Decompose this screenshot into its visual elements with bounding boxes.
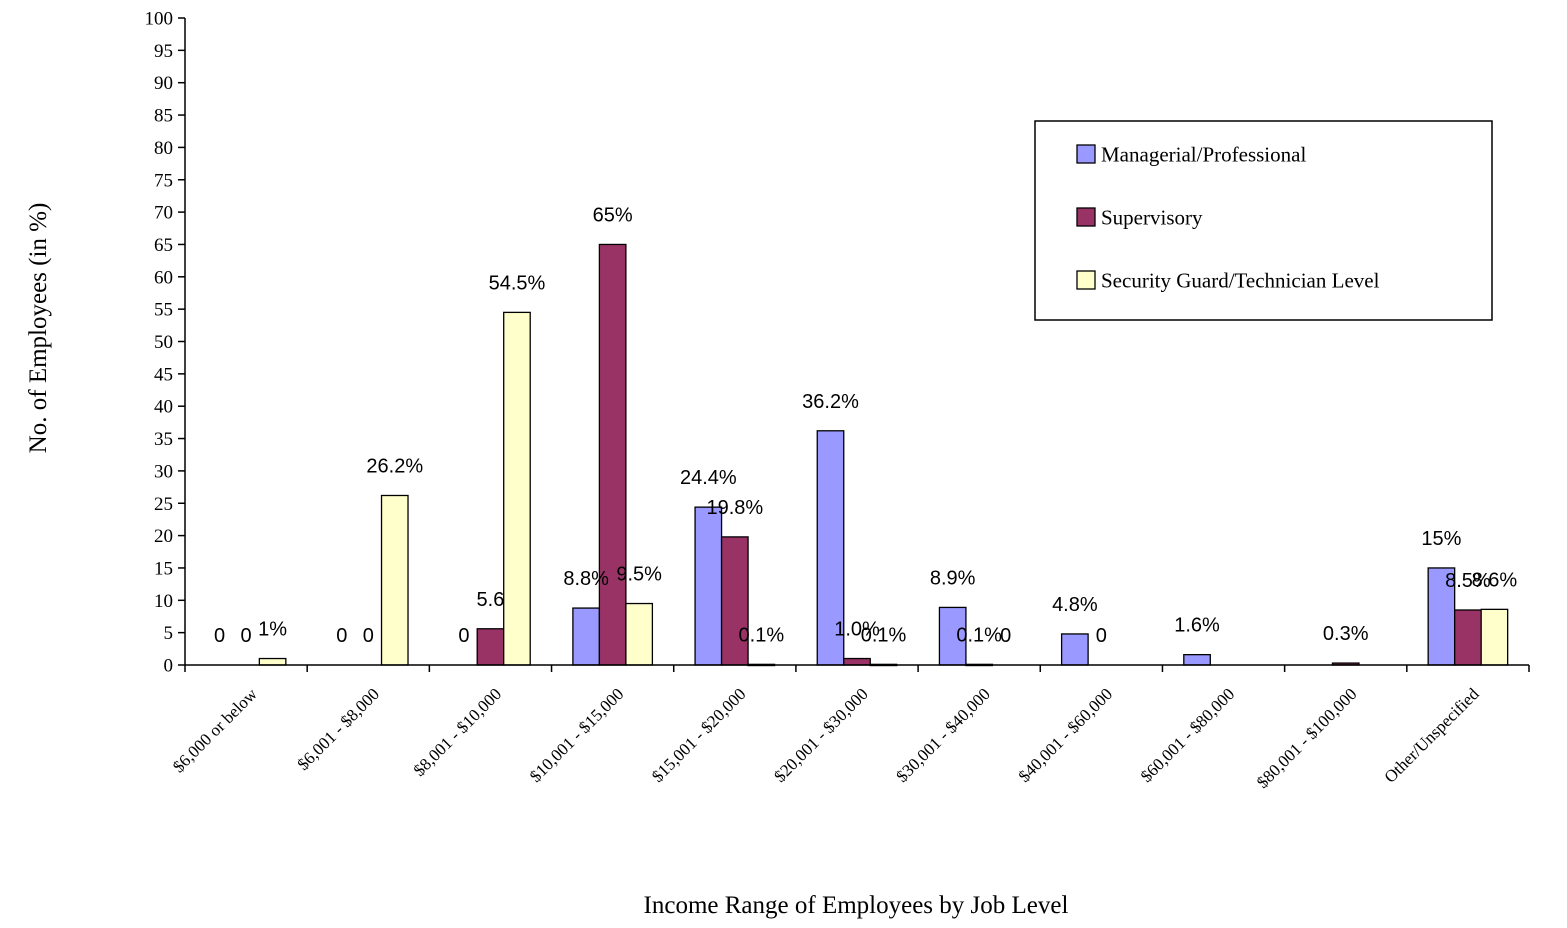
y-tick-label: 5: [164, 623, 174, 644]
bar-1-9: [1183, 653, 1211, 666]
y-tick-label: 20: [154, 526, 173, 547]
y-tick-label: 95: [154, 41, 173, 62]
data-label: 8.9%: [930, 567, 976, 589]
y-tick-label: 30: [154, 461, 173, 482]
bar-1-7: [938, 606, 967, 666]
data-label: 36.2%: [802, 391, 859, 413]
legend: Managerial/Professional Supervisory Securi…: [1034, 120, 1493, 321]
data-label: 0.1%: [861, 624, 907, 646]
data-label: 8.6%: [1472, 569, 1518, 591]
data-label: 0.1%: [956, 624, 1002, 646]
y-tick-label: 10: [154, 591, 173, 612]
axes: [184, 18, 1530, 672]
x-tick-label: $30,001 - $40,000: [892, 684, 994, 786]
data-label: 0: [1000, 625, 1011, 647]
x-tick-label: Other/Unspecified: [1381, 684, 1484, 787]
y-tick-label: 60: [154, 267, 173, 288]
bar-2-6: [843, 657, 871, 666]
bars: [258, 243, 1509, 667]
data-label: 4.8%: [1052, 594, 1098, 616]
data-label: 0: [214, 625, 225, 647]
x-tick-label: $80,001 - $100,000: [1253, 684, 1361, 792]
bar-3-2: [380, 494, 409, 666]
bar-3-1: [258, 657, 287, 666]
data-label: 0: [458, 625, 469, 647]
data-label: 0: [1096, 625, 1107, 647]
data-label: 24.4%: [680, 467, 737, 489]
bar-1-11: [1427, 567, 1456, 666]
bar-2-11: [1454, 609, 1482, 666]
y-tick-label: 75: [154, 170, 173, 191]
data-label: 54.5%: [489, 272, 546, 294]
data-label: 0: [363, 625, 374, 647]
y-tick-label: 15: [154, 558, 173, 579]
y-tick-label: 65: [154, 235, 173, 256]
data-label: 5.6: [477, 589, 505, 611]
y-tick-label: 80: [154, 138, 173, 159]
data-label: 8.5%: [1445, 570, 1491, 592]
x-tick-label: $20,001 - $30,000: [770, 684, 872, 786]
data-labels: 0 0 08.8%24.4%36.2%8.9%4.8%1.6%15%0 05.665%…: [214, 204, 1517, 647]
bar-3-11: [1480, 608, 1509, 666]
bar-2-3: [476, 628, 505, 666]
data-label: 0: [336, 625, 347, 647]
y-tick-label: 50: [154, 332, 173, 353]
x-tick-label: $6,000 or below: [169, 684, 261, 776]
y-tick-label: 70: [154, 203, 173, 224]
data-label: 0.3%: [1323, 623, 1369, 645]
legend-label: Security Guard/Technician Level: [1101, 269, 1380, 293]
data-label: 0: [241, 625, 252, 647]
data-label: 0.1%: [739, 624, 785, 646]
x-tick-label: $60,001 - $80,000: [1137, 684, 1239, 786]
data-label: 19.8%: [706, 497, 763, 519]
x-axis-tick-labels: $6,000 or below $6,001 - $8,000 $8,001 - $…: [169, 684, 1483, 792]
bar-1-8: [1060, 633, 1089, 666]
legend-swatch: [1076, 144, 1096, 164]
data-label: 15%: [1421, 528, 1461, 550]
data-label: 8.8%: [563, 568, 609, 590]
data-label: 26.2%: [366, 455, 423, 477]
legend-label: Supervisory: [1101, 206, 1203, 230]
bar-1-6: [816, 430, 845, 666]
y-tick-label: 55: [154, 300, 173, 321]
bar-2-5: [720, 536, 749, 666]
y-tick-label: 85: [154, 106, 173, 127]
y-tick-label: 0: [164, 656, 174, 677]
bar-2-4: [598, 243, 627, 666]
x-tick-label: $40,001 - $60,000: [1015, 684, 1117, 786]
data-label: 1.6%: [1174, 615, 1220, 637]
data-label: 65%: [593, 204, 633, 226]
x-tick-label: $6,001 - $8,000: [294, 684, 384, 774]
legend-swatch: [1076, 207, 1096, 227]
y-tick-label: 40: [154, 397, 173, 418]
bar-3-4: [625, 602, 654, 666]
legend-label: Managerial/Professional: [1101, 143, 1306, 167]
y-tick-label: 100: [145, 9, 174, 30]
x-tick-label: $15,001 - $20,000: [648, 684, 750, 786]
y-tick-label: 35: [154, 429, 173, 450]
bar-3-3: [503, 311, 531, 666]
y-tick-label: 90: [154, 73, 173, 94]
bar-1-4: [572, 607, 601, 666]
y-axis-title: No. of Employees (in %): [25, 203, 52, 454]
x-tick-label: $10,001 - $15,000: [526, 684, 628, 786]
y-axis-ticks: 0 5 10 15 20 25 30 35 40 45 50 55 60 65 70 75 80 85 90 95 10…: [145, 9, 185, 677]
x-axis-title: Income Range of Employees by Job Level: [644, 892, 1069, 919]
data-label: 9.5%: [616, 564, 662, 586]
data-label: 1%: [258, 619, 287, 641]
x-tick-label: $8,001 - $10,000: [410, 684, 506, 780]
data-label: 1.0%: [834, 619, 880, 641]
legend-box: [1034, 120, 1493, 321]
legend-swatch: [1076, 270, 1096, 290]
y-tick-label: 45: [154, 364, 173, 385]
bar-1-5: [694, 506, 723, 666]
y-tick-label: 25: [154, 494, 173, 515]
